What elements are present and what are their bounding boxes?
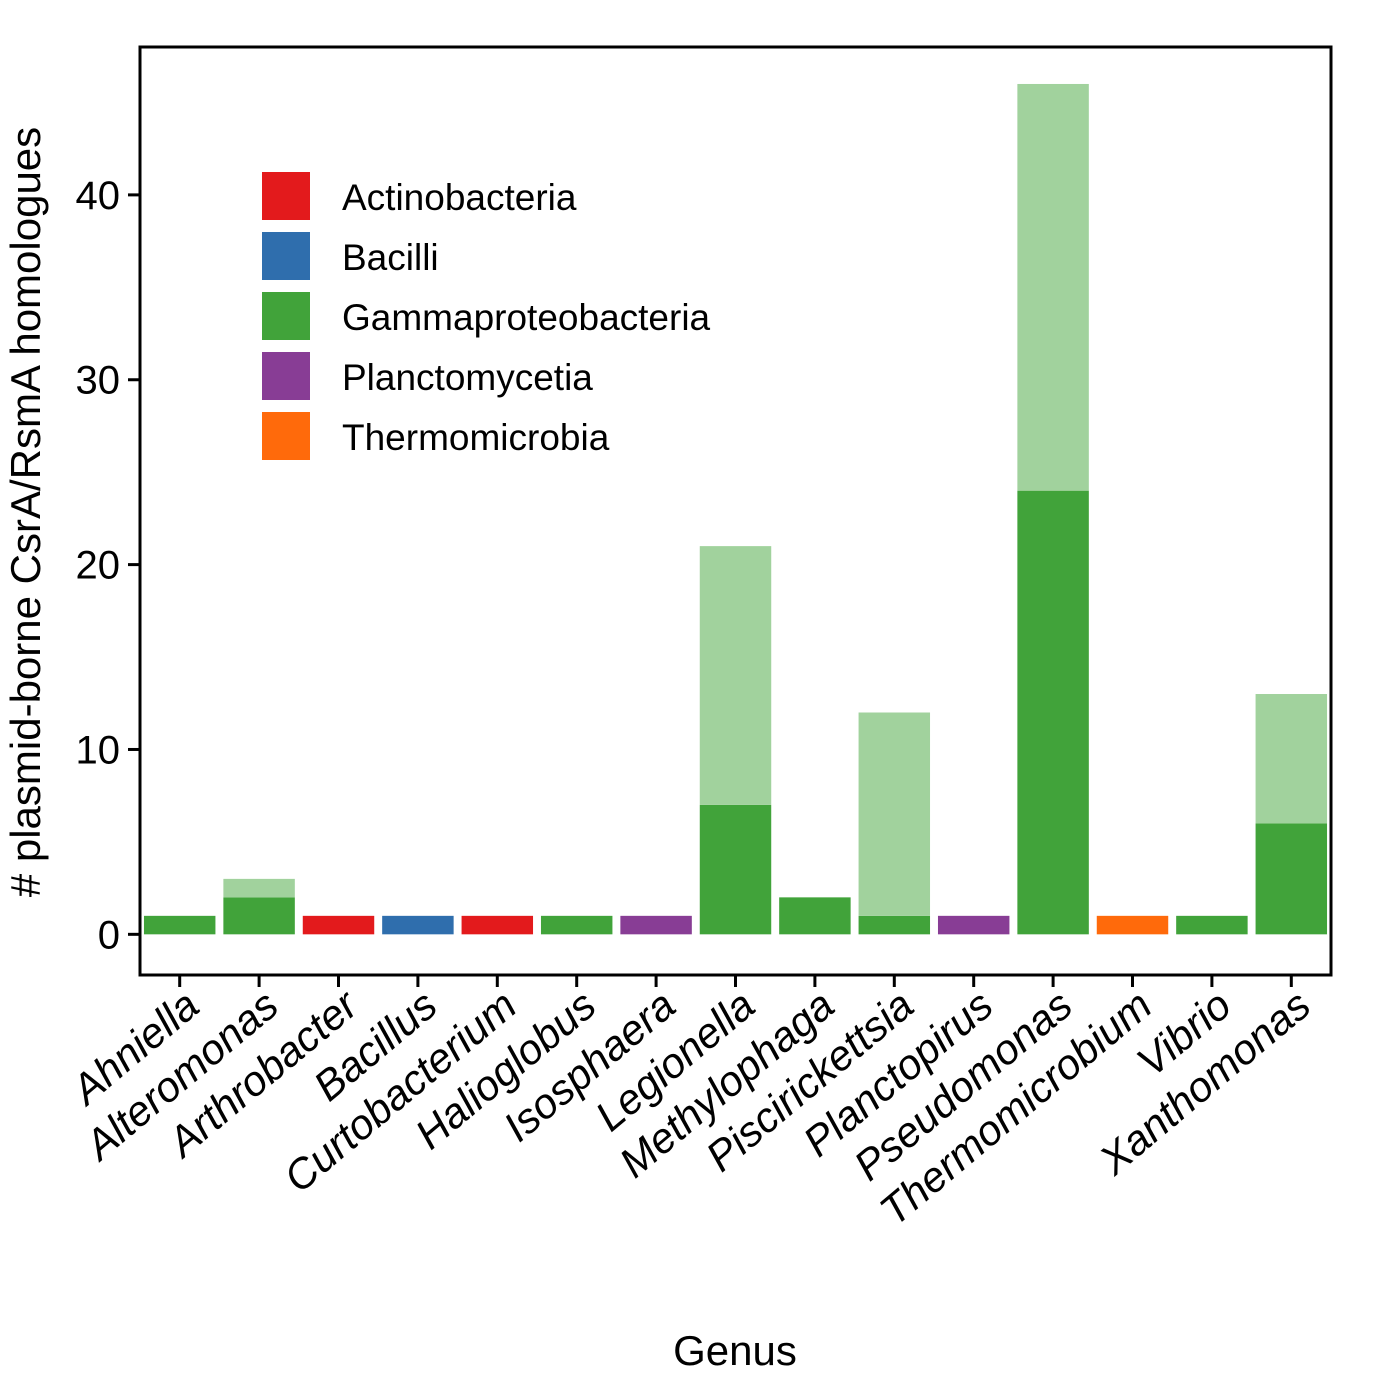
y-tick-label: 20 <box>76 544 121 588</box>
y-axis: 0 10 20 30 40 <box>76 174 140 957</box>
bar-piscirickettsia-light <box>858 712 931 916</box>
bar-halioglobus-dark <box>540 915 613 935</box>
bar-curtobacterium-dark <box>461 915 534 935</box>
bar-pseudomonas-light <box>1017 83 1089 491</box>
bar-thermomicrobium-dark <box>1096 915 1169 935</box>
legend-label-planctomycetia: Planctomycetia <box>342 357 593 398</box>
y-tick-label: 40 <box>76 174 121 218</box>
bar-arthrobacter-dark <box>302 915 375 935</box>
bar-legionella-light <box>699 546 772 805</box>
y-tick-label: 30 <box>76 359 121 403</box>
legend-label-actinobacteria: Actinobacteria <box>342 177 577 218</box>
legend-swatch-thermomicrobia <box>262 412 310 460</box>
bar-methylophaga-dark <box>779 897 851 935</box>
bar-vibrio-dark <box>1176 915 1248 935</box>
bar-isosphaera-dark <box>620 915 692 935</box>
bar-legionella-dark <box>699 804 772 935</box>
legend-swatch-actinobacteria <box>262 172 310 220</box>
bar-ahniella-dark <box>143 915 216 935</box>
bar-pseudomonas-dark <box>1017 490 1089 935</box>
bar-xanthomonas-dark <box>1255 823 1328 935</box>
y-tick-label: 10 <box>76 728 121 772</box>
bar-piscirickettsia-dark <box>858 915 931 935</box>
bars-layer <box>143 83 1328 935</box>
legend-label-thermomicrobia: Thermomicrobia <box>342 417 610 458</box>
x-axis: AhniellaAlteromonasArthrobacterBacillusC… <box>60 975 1319 1234</box>
legend-swatch-bacilli <box>262 232 310 280</box>
y-tick-label: 0 <box>98 913 120 957</box>
legend-label-gammaproteobacteria: Gammaproteobacteria <box>342 297 711 338</box>
bar-bacillus-dark <box>382 915 454 935</box>
legend-swatch-gammaproteobacteria <box>262 292 310 340</box>
bar-alteromonas-dark <box>223 897 295 935</box>
legend-label-bacilli: Bacilli <box>342 237 439 278</box>
legend: Actinobacteria Bacilli Gammaproteobacteria… <box>262 172 711 460</box>
y-axis-title: # plasmid-borne CsrA/RsmA homologues <box>2 127 49 897</box>
bar-planctopirus-dark <box>937 915 1010 935</box>
bar-xanthomonas-light <box>1255 694 1328 824</box>
legend-swatch-planctomycetia <box>262 352 310 400</box>
bar-alteromonas-light <box>223 878 295 898</box>
x-axis-title: Genus <box>673 1327 797 1374</box>
